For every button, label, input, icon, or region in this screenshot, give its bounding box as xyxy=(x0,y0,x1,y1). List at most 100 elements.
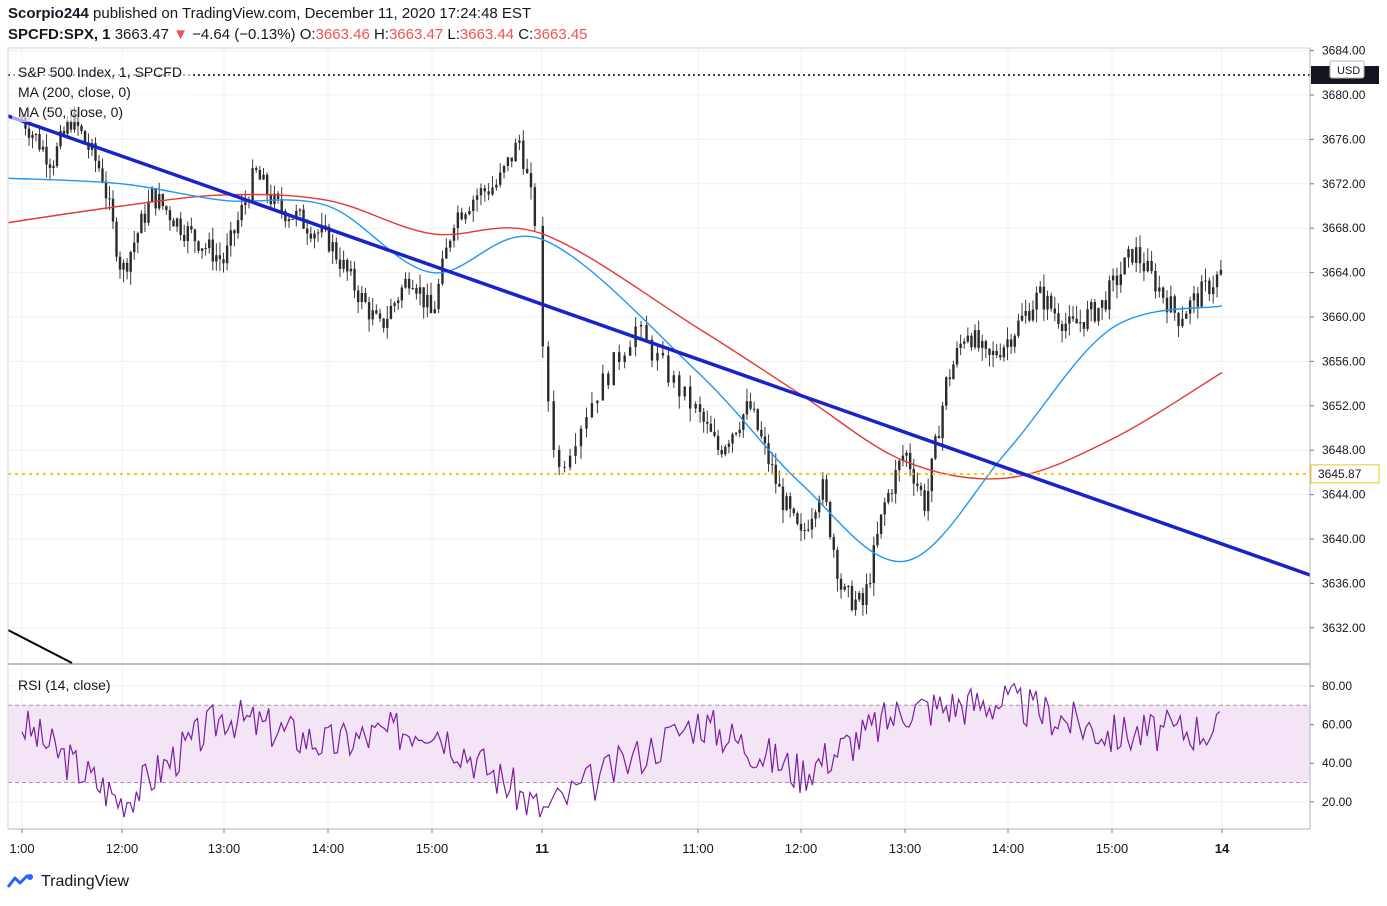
price-tick-label: 3668.00 xyxy=(1322,221,1366,235)
candle-body xyxy=(1215,274,1219,288)
candle-body xyxy=(628,347,632,356)
candle-body xyxy=(62,130,66,134)
candle-body xyxy=(1082,322,1086,329)
candle-body xyxy=(1075,318,1078,324)
legend-title[interactable]: S&P 500 Index, 1, SPCFD xyxy=(18,64,182,80)
candle-body xyxy=(731,434,734,444)
candle-body xyxy=(464,214,467,220)
candle-body xyxy=(650,339,654,361)
candle-body xyxy=(955,347,959,365)
symbol-info: SPCFD:SPX, 1 3663.47 ▼ −4.64 (−0.13%) O:… xyxy=(8,26,588,43)
candle-body xyxy=(38,134,41,150)
candle-body xyxy=(988,348,991,355)
candle-body xyxy=(579,428,583,447)
candle-body xyxy=(1158,287,1161,292)
candle-body xyxy=(101,168,104,182)
currency-badge[interactable] xyxy=(1329,60,1365,79)
candle-body xyxy=(1135,247,1138,263)
candle-body xyxy=(460,212,463,220)
candle-body xyxy=(360,293,363,303)
candle-body xyxy=(734,432,738,435)
rsi-band xyxy=(8,705,1310,783)
candle-body xyxy=(639,324,643,327)
ma200-line xyxy=(7,193,1223,480)
candle-body xyxy=(356,290,360,303)
time-tick-label: 12:00 xyxy=(106,841,139,856)
time-tick-label: 13:00 xyxy=(208,841,241,856)
candle-body xyxy=(807,529,810,531)
candle-body xyxy=(418,287,422,294)
candle-body xyxy=(258,170,262,180)
candle-body xyxy=(59,130,62,147)
candle-body xyxy=(832,537,835,550)
candle-body xyxy=(585,417,588,429)
candle-body xyxy=(433,309,436,314)
candle-body xyxy=(926,491,930,511)
tradingview-logo-icon xyxy=(6,873,33,888)
candle-body xyxy=(479,188,483,196)
candle-body xyxy=(883,502,886,515)
candle-body xyxy=(229,230,232,246)
time-axis-ticks[interactable]: 1:00 12:00 13:00 14:00 15:00 11 11:00 12:00 13:0… xyxy=(9,829,1230,856)
candle-body xyxy=(667,355,670,383)
candle-body xyxy=(821,479,825,500)
candle-body xyxy=(778,483,781,487)
candle-body xyxy=(706,421,709,424)
candle-body xyxy=(422,287,425,308)
trendline[interactable] xyxy=(7,114,1311,577)
legend-ma200[interactable]: MA (200, close, 0) xyxy=(18,84,131,100)
candle-body xyxy=(389,305,393,319)
candle-body xyxy=(331,242,334,252)
publish-text: published on TradingView.com, December 1… xyxy=(93,5,532,22)
price-tick-label: 3684.00 xyxy=(1322,44,1366,58)
candle-body xyxy=(1013,335,1016,347)
low-value: 3663.44 xyxy=(459,26,515,43)
candle-body xyxy=(724,446,727,455)
candle-body xyxy=(225,245,229,264)
candle-body xyxy=(847,586,850,588)
candle-body xyxy=(445,247,448,259)
candle-body xyxy=(108,198,111,200)
time-tick-label: 15:00 xyxy=(416,841,449,856)
candle-body xyxy=(854,599,857,611)
publisher-name[interactable]: Scorpio244 xyxy=(8,5,89,22)
candle-body xyxy=(97,160,101,169)
candle-body xyxy=(129,252,132,272)
candle-body xyxy=(1053,308,1056,314)
candle-body xyxy=(547,346,550,402)
candle-body xyxy=(472,199,475,212)
candle-body xyxy=(861,593,865,606)
candle-body xyxy=(1060,324,1064,331)
candle-body xyxy=(1108,280,1111,310)
tradingview-brand[interactable]: TradingView xyxy=(6,873,129,891)
candle-body xyxy=(502,166,506,173)
currency-label[interactable]: USD xyxy=(1337,65,1360,77)
candle-body xyxy=(1219,269,1223,275)
candle-body xyxy=(66,120,69,134)
secondary-trendline[interactable] xyxy=(7,629,73,664)
candle-body xyxy=(839,578,843,590)
candle-body xyxy=(291,219,294,221)
candle-body xyxy=(1188,300,1192,314)
candle-body xyxy=(908,452,912,470)
candle-body xyxy=(1177,312,1180,327)
price-axis-ticks[interactable]: 3684.00 3680.00 3676.00 3672.00 3668.00 3664.… xyxy=(1310,44,1366,635)
candle-body xyxy=(872,545,875,583)
candle-body xyxy=(353,268,356,291)
legend-ma50[interactable]: MA (50, close, 0) xyxy=(18,104,123,120)
legend-rsi[interactable]: RSI (14, close) xyxy=(18,677,111,693)
candle-body xyxy=(1115,275,1119,286)
candle-body xyxy=(763,436,767,444)
rsi-axis-ticks[interactable]: 80.00 60.00 40.00 20.00 xyxy=(1310,679,1352,809)
candle-body xyxy=(557,449,561,467)
candle-body xyxy=(251,168,254,202)
candle-body xyxy=(941,405,944,439)
candle-body xyxy=(41,146,45,150)
candle-body xyxy=(1123,257,1126,275)
candle-body xyxy=(683,386,686,397)
candle-body xyxy=(1181,318,1184,327)
candle-body xyxy=(818,499,821,513)
candle-body xyxy=(912,469,915,484)
candle-body xyxy=(984,341,988,349)
